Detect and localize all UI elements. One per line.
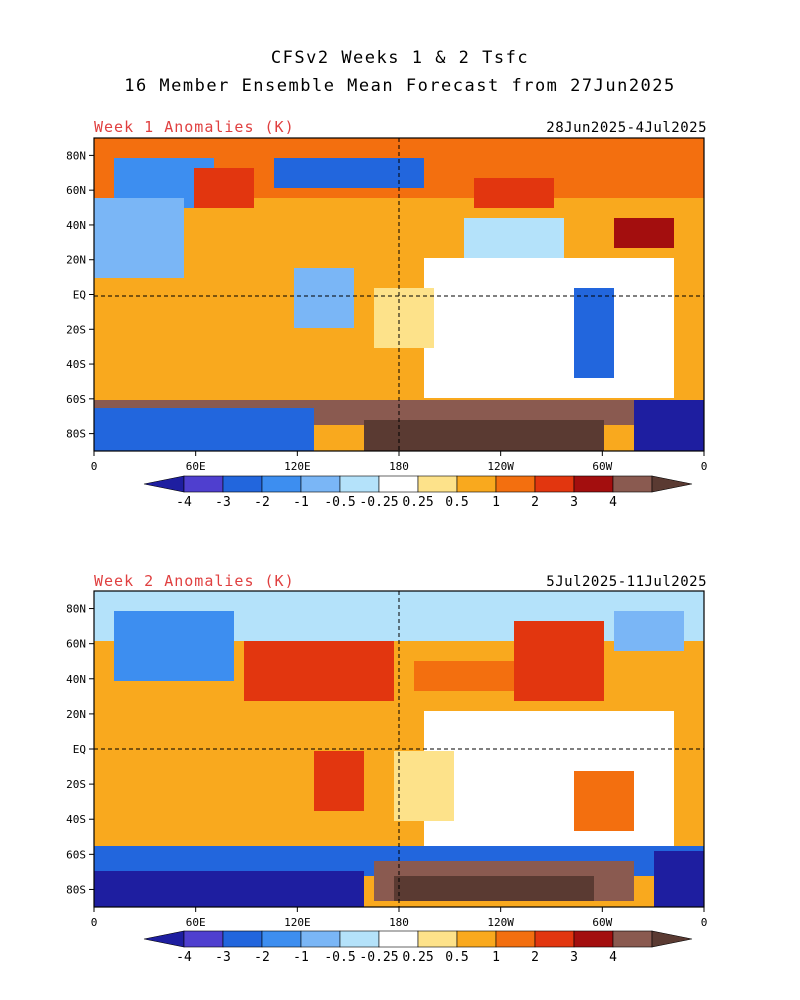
lon-tick-label: 120E [284,916,311,929]
lon-tick-label: 0 [91,916,98,929]
lat-tick-label: 80N [66,603,86,616]
main-title-line2: 16 Member Ensemble Mean Forecast from 27… [124,76,676,96]
colorbar-swatch [378,475,419,493]
colorbar-label: -2 [254,950,270,965]
colorbar-label: -2 [254,495,270,510]
colorbar-swatch [495,475,536,493]
colorbar-label: 2 [531,495,539,510]
colorbar-label: 4 [609,495,617,510]
colorbar-label: 4 [609,950,617,965]
colorbar-swatch [339,930,380,948]
colorbar-swatch [300,475,341,493]
lon-tick-label: 60W [592,916,612,929]
lat-tick-label: 20N [66,708,86,721]
lon-tick-label: 60E [186,460,206,473]
colorbar-swatch [300,930,341,948]
lon-tick-label: 0 [701,916,708,929]
colorbar-swatch [261,930,302,948]
lat-tick-label: 20N [66,254,86,267]
colorbar-swatch [573,475,614,493]
lat-tick-label: 40N [66,219,86,232]
lon-tick-label: 180 [389,916,409,929]
colorbar-swatch [612,475,653,493]
lat-tick-label: 60N [66,184,86,197]
colorbar-end-high [651,475,693,493]
colorbar-label: 1 [492,950,500,965]
colorbar-swatch [456,930,497,948]
colorbar-swatch [534,475,575,493]
colorbar-label: -0.5 [324,950,355,965]
colorbar-swatch [183,930,224,948]
colorbar-end-high [651,930,693,948]
panel2-title: Week 2 Anomalies (K) [94,572,295,590]
panel2-date-range: 5Jul2025-11Jul2025 [546,574,707,590]
lon-ticks-week1: 0 60E 120E 180 120W 60W 0 [91,451,708,473]
panel1-title: Week 1 Anomalies (K) [94,118,295,136]
lon-tick-label: 120E [284,460,311,473]
lon-tick-label: 60E [186,916,206,929]
lat-tick-label: 40S [66,813,86,826]
colorbar-swatch [534,930,575,948]
lon-tick-label: 180 [389,460,409,473]
colorbar-label: -0.25 [359,950,398,965]
colorbar-swatch [456,475,497,493]
colorbar-swatch [222,930,263,948]
colorbar-label: 2 [531,950,539,965]
lat-tick-label: 60S [66,848,86,861]
lat-tick-label: EQ [73,743,86,756]
colorbar-swatch [183,475,224,493]
colorbar-week1: -4 -3 -2 -1 -0.5 -0.25 0.25 0.5 1 2 3 4 [143,475,693,510]
colorbar-label: -4 [176,950,192,965]
lat-tick-label: 80N [66,149,86,162]
colorbar-swatch [417,475,458,493]
colorbar-swatch [339,475,380,493]
colorbar-end-low [143,475,185,493]
lat-tick-label: 20S [66,778,86,791]
main-title-line1: CFSv2 Weeks 1 & 2 Tsfc [270,48,530,68]
colorbar-label: 1 [492,495,500,510]
lon-tick-label: 0 [91,460,98,473]
colorbar-label: 0.5 [445,495,468,510]
lon-tick-label: 60W [592,460,612,473]
lat-ticks-week1: 80N 60N 40N 20N EQ 20S 40S 60S 80S [66,149,94,441]
lon-tick-label: 0 [701,460,708,473]
map-panel-week2: 80N 60N 40N 20N EQ 20S 40S 60S 80S 0 60E 120E 180 12… [66,590,708,929]
colorbar-swatch [261,475,302,493]
map-panel-week1: 80N 60N 40N 20N EQ 20S 40S 60S 80S 0 60E 120E 180 12… [66,137,708,473]
colorbar-label: 3 [570,495,578,510]
colorbar-label: -1 [293,950,309,965]
colorbar-label: 0.25 [402,495,433,510]
lon-tick-label: 120W [487,916,514,929]
lat-tick-label: 40N [66,673,86,686]
colorbar-label: -1 [293,495,309,510]
panel1-date-range: 28Jun2025-4Jul2025 [546,120,707,136]
colorbar-end-low [143,930,185,948]
colorbar-label: -0.5 [324,495,355,510]
colorbar-label: 3 [570,950,578,965]
colorbar-swatch [495,930,536,948]
colorbar-label: 0.25 [402,950,433,965]
colorbar-label: -3 [215,950,231,965]
colorbar-label: 0.5 [445,950,468,965]
lat-tick-label: EQ [73,289,86,302]
colorbar-week2: -4 -3 -2 -1 -0.5 -0.25 0.25 0.5 1 2 3 4 [143,930,693,965]
colorbar-label: -0.25 [359,495,398,510]
lat-tick-label: 40S [66,358,86,371]
lat-tick-label: 80S [66,428,86,441]
lat-tick-label: 80S [66,883,86,896]
colorbar-swatch [573,930,614,948]
colorbar-swatch [612,930,653,948]
colorbar-label: -3 [215,495,231,510]
lat-ticks-week2: 80N 60N 40N 20N EQ 20S 40S 60S 80S [66,603,94,896]
colorbar-swatch [378,930,419,948]
lat-tick-label: 60S [66,393,86,406]
colorbar-label: -4 [176,495,192,510]
colorbar-swatch [222,475,263,493]
colorbar-swatch [417,930,458,948]
lat-tick-label: 60N [66,638,86,651]
lon-tick-label: 120W [487,460,514,473]
lon-ticks-week2: 0 60E 120E 180 120W 60W 0 [91,907,708,929]
lat-tick-label: 20S [66,323,86,336]
